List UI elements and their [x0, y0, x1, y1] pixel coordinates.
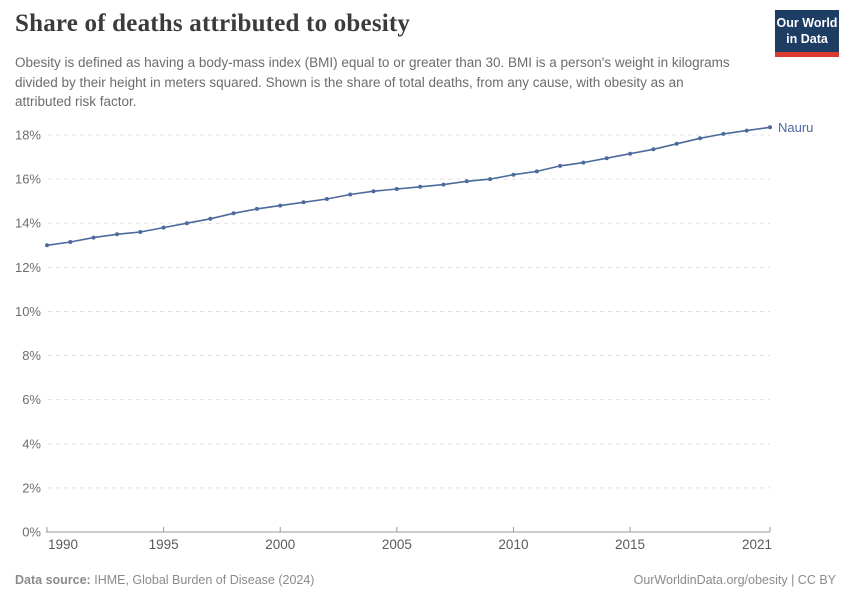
- x-axis-tick-label: 2015: [615, 537, 645, 552]
- chart-title: Share of deaths attributed to obesity: [15, 10, 411, 37]
- data-point[interactable]: [674, 141, 679, 146]
- data-point[interactable]: [441, 182, 446, 187]
- x-axis-tick-label: 1990: [48, 537, 78, 552]
- data-point[interactable]: [628, 151, 633, 156]
- data-point[interactable]: [768, 125, 772, 130]
- footer-link[interactable]: OurWorldinData.org/obesity | CC BY: [633, 573, 836, 587]
- data-point[interactable]: [488, 177, 493, 182]
- data-point[interactable]: [115, 232, 119, 237]
- data-point[interactable]: [418, 184, 423, 189]
- data-point[interactable]: [278, 203, 283, 208]
- data-source-note: Data source: IHME, Global Burden of Dise…: [15, 573, 314, 587]
- y-axis-tick-label: 12%: [15, 260, 41, 275]
- x-axis-tick-label: 2005: [382, 537, 412, 552]
- data-point[interactable]: [45, 243, 49, 248]
- y-axis-tick-label: 10%: [15, 304, 41, 319]
- y-axis-tick-label: 18%: [15, 128, 41, 143]
- data-point[interactable]: [254, 206, 259, 211]
- data-point[interactable]: [698, 136, 702, 141]
- data-point[interactable]: [138, 230, 143, 234]
- data-point[interactable]: [744, 128, 749, 133]
- data-point[interactable]: [721, 131, 726, 136]
- data-point[interactable]: [348, 192, 353, 197]
- y-axis-tick-label: 0%: [22, 525, 41, 540]
- data-source-label: Data source:: [15, 573, 91, 587]
- data-point[interactable]: [651, 147, 656, 152]
- data-point[interactable]: [371, 189, 376, 194]
- data-point[interactable]: [161, 225, 166, 230]
- data-source-value: IHME, Global Burden of Disease (2024): [94, 573, 315, 587]
- data-point[interactable]: [324, 197, 329, 201]
- owid-logo-line2: in Data: [786, 31, 828, 46]
- nauru-line[interactable]: [46, 126, 771, 247]
- y-axis-tick-label: 4%: [22, 436, 41, 451]
- x-axis-tick-label: 1995: [149, 537, 179, 552]
- owid-logo-line1: Our World: [776, 16, 838, 30]
- data-point[interactable]: [208, 216, 213, 221]
- y-axis-tick-label: 16%: [15, 172, 41, 187]
- chart-subtitle: Obesity is defined as having a body-mass…: [15, 55, 730, 110]
- owid-logo[interactable]: Our World in Data: [775, 10, 839, 58]
- data-point[interactable]: [558, 163, 563, 168]
- y-axis-tick-label: 14%: [15, 216, 41, 231]
- y-axis-tick-label: 2%: [22, 480, 41, 495]
- data-point[interactable]: [511, 172, 516, 177]
- data-point[interactable]: [394, 187, 399, 191]
- y-axis-tick-label: 6%: [22, 392, 41, 407]
- x-axis-tick-label: 2000: [265, 537, 295, 552]
- x-axis-tick-label: 2021: [742, 537, 772, 552]
- data-point[interactable]: [604, 156, 609, 161]
- data-point[interactable]: [231, 211, 236, 216]
- data-point[interactable]: [91, 235, 96, 240]
- data-point[interactable]: [464, 179, 469, 184]
- data-point[interactable]: [581, 160, 586, 165]
- data-point[interactable]: [68, 240, 73, 244]
- series-end-label[interactable]: Nauru: [778, 120, 813, 135]
- data-point[interactable]: [184, 221, 189, 226]
- x-axis-tick-label: 2010: [498, 537, 528, 552]
- chart-footer: Data source: IHME, Global Burden of Dise…: [15, 573, 836, 587]
- y-axis-tick-label: 8%: [22, 348, 41, 363]
- data-point[interactable]: [534, 169, 539, 174]
- data-point[interactable]: [301, 200, 306, 205]
